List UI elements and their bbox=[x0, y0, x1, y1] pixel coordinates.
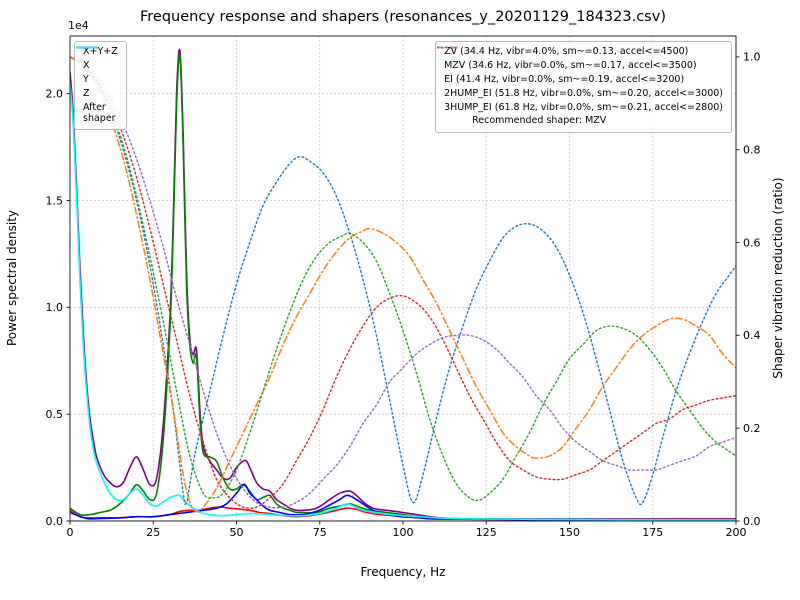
legend-psd: X+Y+Z X Y Z After shaper bbox=[74, 41, 127, 131]
x-tick-label: 25 bbox=[146, 526, 160, 539]
legend-label: Y bbox=[83, 73, 89, 85]
legend-label: ZV (34.4 Hz, vibr=4.0%, sm~=0.13, accel<… bbox=[444, 46, 689, 57]
legend-item-x: X bbox=[76, 46, 118, 72]
legend-label: 3HUMP_EI (61.8 Hz, vibr=0.0%, sm~=0.21, … bbox=[444, 101, 723, 113]
recommended-shaper-note: Recommended shaper: MZV bbox=[472, 115, 607, 127]
legend-item-2hump-ei: 2HUMP_EI (51.8 Hz, vibr=0.0%, sm~=0.20, … bbox=[437, 46, 723, 100]
x-tick-label: 75 bbox=[313, 526, 327, 539]
x-tick-label: 125 bbox=[476, 526, 497, 539]
series-line-zv bbox=[70, 56, 736, 506]
y-right-tick-label: 0.4 bbox=[743, 329, 761, 342]
y-left-tick-label: 1.0 bbox=[46, 301, 64, 314]
legend-label: EI (41.4 Hz, vibr=0.0%, sm~=0.19, accel<… bbox=[444, 73, 685, 85]
legend-line-sample-after-shaper bbox=[76, 46, 98, 49]
y-left-tick-label: 1.5 bbox=[46, 194, 64, 207]
x-axis-label: Frequency, Hz bbox=[361, 565, 446, 579]
y-axis-left-label: Power spectral density bbox=[5, 210, 19, 346]
series-curves bbox=[70, 48, 736, 521]
y-axis-right-label: Shaper vibration reduction (ratio) bbox=[771, 177, 785, 378]
legend-item-ei: EI (41.4 Hz, vibr=0.0%, sm~=0.19, accel<… bbox=[437, 46, 723, 86]
legend-label: After shaper bbox=[83, 101, 116, 125]
legend-line-sample-3hump-ei bbox=[437, 46, 460, 49]
axis-ticks: 0 25 50 75 100 125 150 175 2000.00.51.01.52.00.0… bbox=[46, 51, 761, 539]
y-left-tick-label: 0.5 bbox=[46, 408, 64, 421]
series-line-mzv bbox=[70, 56, 736, 513]
y-left-tick-label: 0.0 bbox=[46, 515, 64, 528]
y-right-tick-label: 1.0 bbox=[743, 51, 761, 64]
series-line-3hump-ei bbox=[70, 56, 736, 509]
series-line-x-y-z bbox=[70, 48, 736, 520]
y-right-tick-label: 0.0 bbox=[743, 515, 761, 528]
y-right-tick-label: 0.2 bbox=[743, 422, 761, 435]
legend-label: X bbox=[83, 59, 90, 71]
legend-item-after-shaper: After shaper bbox=[76, 46, 118, 126]
y-axis-offset-label: 1e4 bbox=[68, 19, 89, 32]
series-line-z bbox=[70, 483, 736, 521]
x-tick-label: 100 bbox=[393, 526, 414, 539]
legend-label: MZV (34.6 Hz, vibr=0.0%, sm~=0.17, accel… bbox=[444, 59, 697, 71]
x-tick-label: 50 bbox=[230, 526, 244, 539]
y-left-tick-label: 2.0 bbox=[46, 87, 64, 100]
x-tick-label: 175 bbox=[642, 526, 663, 539]
legend-item-z: Z bbox=[76, 46, 118, 100]
legend-label: 2HUMP_EI (51.8 Hz, vibr=0.0%, sm~=0.20, … bbox=[444, 87, 723, 99]
legend-item-zv: ZV (34.4 Hz, vibr=4.0%, sm~=0.13, accel<… bbox=[437, 46, 723, 58]
x-tick-label: 150 bbox=[559, 526, 580, 539]
legend-shapers: ZV (34.4 Hz, vibr=4.0%, sm~=0.13, accel<… bbox=[435, 41, 732, 133]
series-line-ei bbox=[70, 56, 736, 502]
x-tick-label: 200 bbox=[726, 526, 747, 539]
legend-item-mzv: MZV (34.6 Hz, vibr=0.0%, sm~=0.17, accel… bbox=[437, 46, 723, 72]
series-line-2hump-ei bbox=[70, 56, 736, 509]
legend-label: X+Y+Z bbox=[83, 46, 118, 57]
x-tick-label: 0 bbox=[67, 526, 74, 539]
plot-area: 0 25 50 75 100 125 150 175 2000.00.51.01.52.00.0… bbox=[46, 35, 761, 539]
y-right-tick-label: 0.8 bbox=[743, 144, 761, 157]
y-right-tick-label: 0.6 bbox=[743, 236, 761, 249]
legend-item-y: Y bbox=[76, 46, 118, 86]
legend-label: Z bbox=[83, 87, 90, 99]
chart-title: Frequency response and shapers (resonanc… bbox=[140, 9, 666, 25]
legend-item-3hump-ei: 3HUMP_EI (61.8 Hz, vibr=0.0%, sm~=0.21, … bbox=[437, 46, 723, 114]
